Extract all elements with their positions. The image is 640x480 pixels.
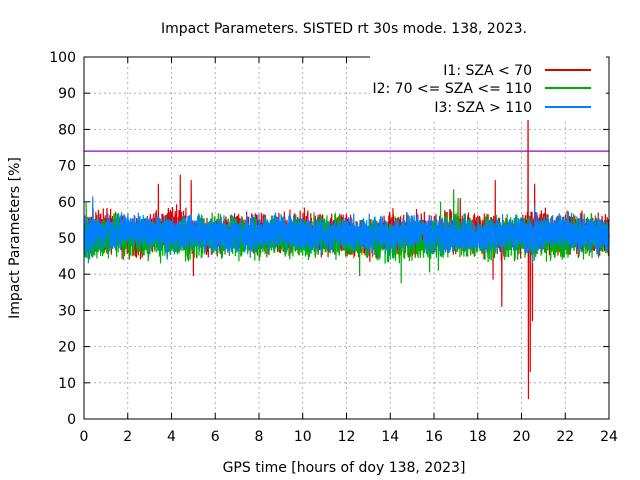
y-axis-ticks: 0 10 20 30 40 50 60 70 80 90 100 bbox=[49, 50, 609, 428]
y-tick-label: 40 bbox=[58, 267, 76, 283]
x-axis-label: GPS time [hours of doy 138, 2023] bbox=[223, 460, 466, 476]
y-tick-label: 20 bbox=[58, 340, 76, 356]
x-tick-label: 22 bbox=[556, 429, 574, 445]
y-axis-label: Impact Parameters [%] bbox=[7, 157, 23, 319]
legend-label-i1: I1: SZA < 70 bbox=[443, 63, 532, 79]
y-tick-label: 50 bbox=[58, 231, 76, 247]
series-layer bbox=[83, 78, 610, 400]
x-tick-label: 14 bbox=[381, 429, 399, 445]
x-tick-label: 6 bbox=[211, 429, 220, 445]
series-line-i3 bbox=[83, 196, 610, 264]
x-tick-label: 8 bbox=[255, 429, 264, 445]
y-tick-label: 10 bbox=[58, 376, 76, 392]
y-tick-label: 30 bbox=[58, 303, 76, 319]
x-tick-label: 12 bbox=[338, 429, 356, 445]
y-tick-label: 90 bbox=[58, 86, 76, 102]
legend-label-i2: I2: 70 <= SZA <= 110 bbox=[372, 81, 532, 97]
plot-frame bbox=[83, 56, 610, 420]
x-tick-label: 18 bbox=[469, 429, 487, 445]
x-tick-label: 4 bbox=[167, 429, 176, 445]
x-axis-ticks: 0 2 4 6 8 10 12 14 16 18 20 22 24 bbox=[80, 57, 618, 445]
x-tick-label: 20 bbox=[513, 429, 531, 445]
y-tick-label: 100 bbox=[49, 50, 76, 66]
chart-title: Impact Parameters. SISTED rt 30s mode. 1… bbox=[161, 21, 527, 37]
x-tick-label: 16 bbox=[425, 429, 443, 445]
legend: I1: SZA < 70 I2: 70 <= SZA <= 110 I3: SZ… bbox=[370, 56, 606, 120]
y-tick-label: 70 bbox=[58, 159, 76, 175]
legend-label-i3: I3: SZA > 110 bbox=[434, 100, 532, 116]
x-tick-label: 0 bbox=[80, 429, 89, 445]
x-tick-label: 2 bbox=[123, 429, 132, 445]
x-tick-label: 24 bbox=[600, 429, 618, 445]
y-tick-label: 0 bbox=[67, 412, 76, 428]
y-tick-label: 80 bbox=[58, 122, 76, 138]
x-tick-label: 10 bbox=[294, 429, 312, 445]
y-tick-label: 60 bbox=[58, 195, 76, 211]
